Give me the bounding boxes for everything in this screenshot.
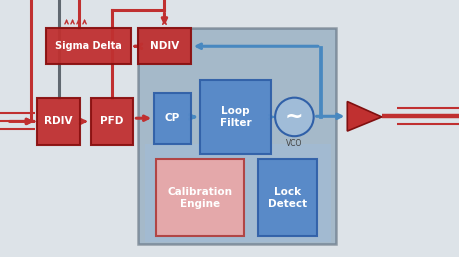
Text: Sigma Delta: Sigma Delta bbox=[55, 41, 122, 51]
Text: RDIV: RDIV bbox=[45, 116, 73, 126]
Text: NDIV: NDIV bbox=[150, 41, 179, 51]
Text: Lock
Detect: Lock Detect bbox=[267, 187, 307, 209]
Circle shape bbox=[274, 98, 313, 136]
Bar bbox=[145, 144, 330, 242]
Bar bbox=[154, 93, 190, 144]
Text: ~: ~ bbox=[285, 107, 303, 127]
Bar bbox=[156, 159, 243, 236]
Bar bbox=[138, 28, 335, 244]
Text: VCO: VCO bbox=[285, 139, 302, 148]
Bar bbox=[46, 28, 131, 64]
Bar bbox=[138, 28, 190, 64]
Text: Calibration
Engine: Calibration Engine bbox=[167, 187, 232, 209]
Bar bbox=[90, 98, 133, 145]
Text: CP: CP bbox=[164, 113, 180, 123]
Polygon shape bbox=[347, 102, 381, 131]
Bar bbox=[200, 80, 271, 154]
Text: PFD: PFD bbox=[100, 116, 123, 126]
Bar bbox=[257, 159, 317, 236]
Bar bbox=[37, 98, 80, 145]
Text: Loop
Filter: Loop Filter bbox=[219, 106, 251, 128]
